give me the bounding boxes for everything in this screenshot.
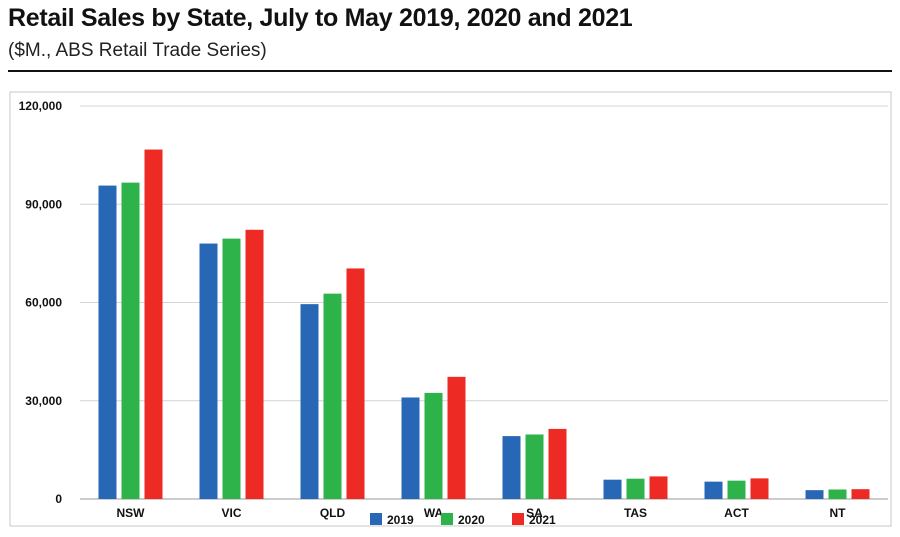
bar-nt-2021 [851,489,870,499]
bar-qld-2020 [323,293,342,499]
legend-swatch [441,513,453,525]
bar-wa-2021 [447,376,466,499]
bar-tas-2021 [649,476,668,499]
bar-nsw-2019 [98,185,117,499]
legend-swatch [370,513,382,525]
y-tick-label: 90,000 [25,197,62,211]
bar-tas-2020 [626,478,645,499]
bar-qld-2019 [300,304,319,499]
legend-swatch [512,513,524,525]
bar-nsw-2021 [144,149,163,499]
legend-label: 2021 [529,513,556,527]
y-tick-label: 30,000 [25,394,62,408]
x-tick-label: QLD [320,506,346,520]
legend-label: 2019 [387,513,414,527]
bar-nt-2020 [828,489,847,499]
y-tick-label: 120,000 [19,99,63,113]
bar-wa-2019 [401,397,420,499]
x-tick-label: WA [424,506,444,520]
x-tick-label: SA [526,506,543,520]
x-tick-label: ACT [724,506,749,520]
x-tick-label: TAS [624,506,647,520]
bar-act-2020 [727,480,746,499]
bar-act-2019 [704,481,723,499]
bar-vic-2020 [222,238,241,499]
bar-sa-2019 [502,436,521,499]
chart-title: Retail Sales by State, July to May 2019,… [8,4,633,32]
title-divider [8,70,892,72]
x-tick-label: NSW [117,506,146,520]
bars [98,149,870,500]
bar-nsw-2020 [121,182,140,499]
bar-tas-2019 [603,479,622,499]
y-axis: 0 30,000 60,000 90,000 120,000 [19,99,63,506]
legend-label: 2020 [458,513,485,527]
y-tick-label: 0 [55,492,62,506]
bar-wa-2020 [424,392,443,499]
bar-act-2021 [750,478,769,499]
bar-sa-2021 [548,428,567,499]
legend: 2019 2020 2021 [370,513,556,527]
x-tick-label: VIC [221,506,241,520]
bar-vic-2019 [199,243,218,499]
bar-sa-2020 [525,434,544,499]
x-axis: NSW VIC QLD WA SA TAS ACT NT [117,506,847,520]
x-tick-label: NT [830,506,847,520]
bar-nt-2019 [805,490,824,499]
chart-subtitle: ($M., ABS Retail Trade Series) [8,40,267,61]
bar-vic-2021 [245,229,264,500]
bar-qld-2021 [346,268,365,499]
y-tick-label: 60,000 [25,296,62,310]
